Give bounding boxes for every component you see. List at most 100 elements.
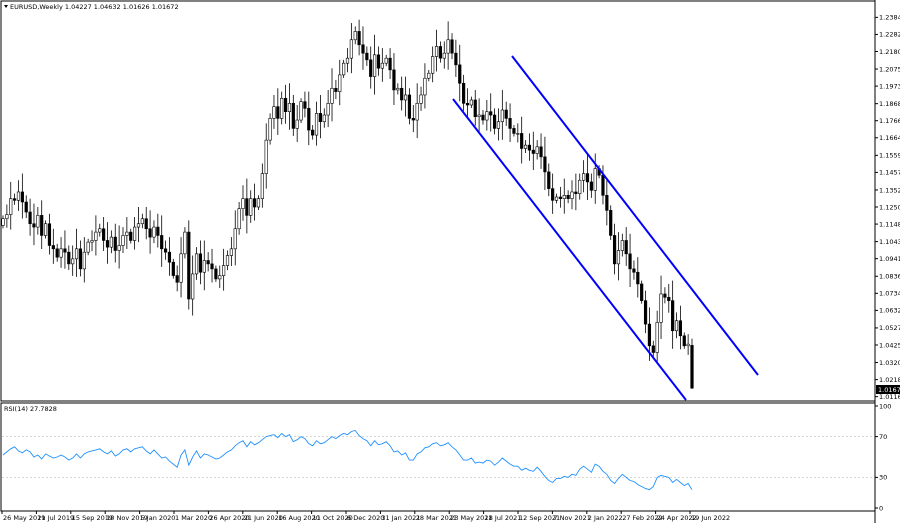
price-tick-label: 1.15590 [879,152,900,160]
price-tick-label: 1.23840 [879,14,900,22]
channel-lower-line [452,98,687,401]
price-tick-label: 1.07340 [879,290,900,298]
bear-candle [465,103,470,106]
bear-candle [245,198,249,216]
bear-candle [167,251,172,263]
bear-candle [198,253,203,273]
bear-candle [585,173,590,183]
bull-candle [314,113,319,136]
price-axis: 1.23840 1.22820 1.21800 1.20750 1.19730 1.186… [875,14,900,401]
bull-candle [287,103,292,112]
bull-candle [415,103,419,121]
time-tick-label: 24 Apr 2022 [657,514,697,522]
bear-candle [601,174,605,196]
bull-candle [330,87,334,104]
bull-candle [218,275,222,280]
bull-candle [229,248,233,256]
bull-candle [36,215,40,228]
bear-candle [334,87,338,92]
candlestick-series [1,19,694,389]
bear-candle [520,133,524,149]
bull-candle [516,133,520,135]
bear-candle [512,128,516,134]
time-tick-label: 1 Mar 2020 [175,514,212,522]
bear-candle [78,248,83,270]
bull-candle [485,111,489,121]
price-tick-label: 1.10430 [879,238,900,246]
bear-candle [318,113,323,123]
price-tick-label: 1.13520 [879,186,900,194]
bull-candle [133,226,137,241]
bear-candle [276,106,280,119]
channel-upper-line [511,55,759,376]
time-tick-label: 12 Sep 2021 [519,514,560,522]
price-tick-label: 1.02180 [879,376,900,384]
price-tick-label: 1.05270 [879,324,900,332]
rsi-tick-label: 100 [879,402,891,410]
bear-candle [32,223,36,228]
price-tick-label: 1.18680 [879,100,900,108]
bull-candle [125,231,129,236]
bull-candle [264,139,268,174]
bear-candle [547,171,551,189]
bull-candle [299,101,303,121]
bear-candle [682,335,686,347]
main-panel-frame [0,0,876,402]
bull-candle [43,223,48,236]
price-channel[interactable] [452,55,759,401]
price-tick-label: 1.09410 [879,255,900,263]
bull-candle [659,293,663,323]
time-tick-label: 7 Nov 2021 [553,514,591,522]
time-tick-label: 27 Feb 2022 [622,514,662,522]
bull-candle [233,228,237,250]
bear-candle [624,240,628,255]
bear-candle [481,114,485,121]
bull-candle [237,208,241,230]
bear-candle [171,261,175,276]
bear-candle [667,297,671,301]
bull-candle [345,57,350,64]
bull-candle [496,121,501,129]
bull-candle [82,251,86,270]
bull-candle [384,57,388,64]
price-tick-label: 1.08360 [879,273,900,281]
bull-candle [434,46,439,57]
bull-candle [94,231,98,241]
bull-candle [222,265,226,276]
bull-candle [396,87,400,91]
bull-candle [152,226,156,238]
bear-candle [647,323,652,347]
price-tick-label: 1.22820 [879,31,900,39]
bear-candle [148,228,152,238]
bull-candle [71,258,75,265]
bear-candle [214,268,218,280]
dropdown-icon[interactable] [4,5,8,8]
bear-candle [531,149,535,154]
bear-candle [454,52,458,66]
bear-candle [283,98,288,112]
bull-candle [322,114,326,123]
price-tick-label: 1.17660 [879,117,900,125]
bull-candle [295,119,299,129]
time-tick-label: 2 Jan 2022 [588,514,623,522]
bull-candle [554,196,559,201]
bear-candle [47,223,52,246]
bull-candle [183,231,187,255]
bear-candle [438,46,442,59]
rsi-tick-label: 70 [879,433,887,441]
bear-candle [187,231,191,300]
bull-candle [9,198,13,215]
price-tick-label: 1.01160 [879,393,900,401]
bear-candle [632,268,636,273]
bull-candle [136,223,141,228]
price-tick-label: 1.12500 [879,203,900,211]
current-price-tag [876,385,900,394]
bull-candle [202,260,206,273]
bear-candle [640,283,644,301]
main-panel-header: EURUSD,Weekly 1.04227 1.04632 1.01626 1.… [10,3,179,11]
bear-candle [291,103,295,129]
bear-candle [566,195,570,199]
rsi-series [2,429,693,491]
